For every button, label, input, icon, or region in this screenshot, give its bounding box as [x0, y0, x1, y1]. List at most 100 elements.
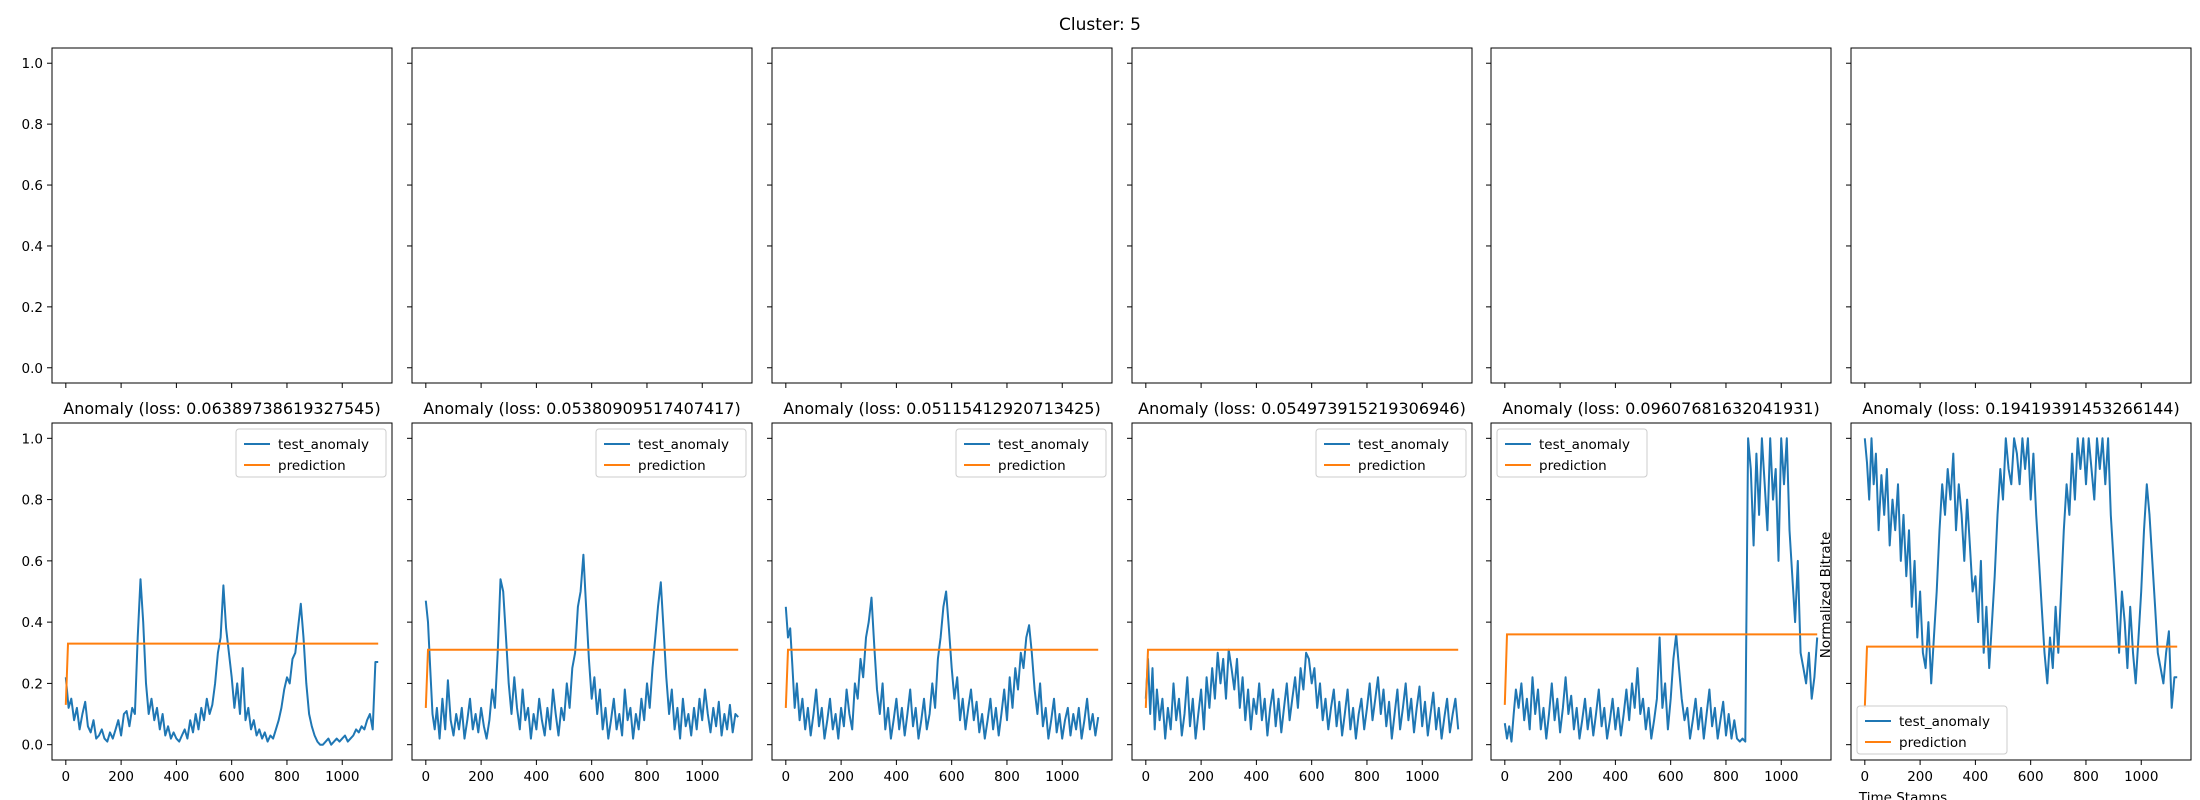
series-line-prediction	[784, 648, 1099, 708]
series-line-prediction	[1863, 645, 2178, 708]
legend-label: test_anomaly	[998, 437, 1089, 453]
series-line-test-anomaly	[1144, 648, 1460, 740]
x-tick-label: 200	[1188, 769, 1214, 785]
legend: test_anomaly prediction	[595, 428, 747, 478]
axes-frame	[771, 47, 1113, 384]
legend-label: test_anomaly	[638, 437, 729, 453]
panel-title: Anomaly (loss: 0.19419391453266144)	[1862, 399, 2179, 418]
series-line-test-anomaly	[1863, 437, 2178, 709]
x-tick-label: 1000	[325, 769, 359, 785]
axes-frame	[1850, 47, 2192, 384]
panel-title: Anomaly (loss: 0.05115412920713425)	[783, 399, 1100, 418]
x-tick-label: 1000	[685, 769, 719, 785]
legend-box	[1856, 705, 2008, 755]
anomaly-panel-6: Anomaly (loss: 0.19419391453266144) 0 200 4…	[1846, 399, 2192, 785]
legend: test_anomaly prediction	[1856, 705, 2008, 755]
y-tick-label: 0.8	[22, 117, 43, 133]
axes-frame	[1131, 422, 1473, 761]
anomaly-panel-2: Anomaly (loss: 0.05380909517407417) 0 200 4…	[407, 399, 753, 785]
x-tick-label: 1000	[1405, 769, 1439, 785]
legend: test_anomaly prediction	[955, 428, 1107, 478]
x-tick-label: 800	[994, 769, 1020, 785]
x-tick-label: 1000	[1764, 769, 1798, 785]
top-panel-2	[407, 47, 753, 388]
legend-label: test_anomaly	[278, 437, 369, 453]
y-tick-label: 0.0	[22, 738, 43, 754]
x-tick-label: 400	[883, 769, 909, 785]
panel-title: Anomaly (loss: 0.09607681632041931)	[1502, 399, 1819, 418]
legend-box	[595, 428, 747, 478]
series-line-test-anomaly	[424, 553, 739, 740]
y-tick-label: 0.8	[22, 493, 43, 509]
x-tick-label: 0	[1861, 769, 1870, 785]
legend: test_anomaly prediction	[1315, 428, 1467, 478]
y-tick-label: 0.0	[22, 361, 43, 377]
series-line-prediction	[424, 648, 739, 708]
legend-label: prediction	[278, 458, 346, 474]
x-tick-label: 0	[62, 769, 71, 785]
anomaly-panel-3: Anomaly (loss: 0.05115412920713425) 0 200 4…	[767, 399, 1113, 785]
axes-frame	[1850, 422, 2192, 761]
x-tick-label: 200	[108, 769, 134, 785]
series-line-prediction	[1144, 648, 1459, 708]
x-tick-label: 200	[1547, 769, 1573, 785]
x-tick-label: 600	[219, 769, 245, 785]
axes-frame	[1490, 47, 1832, 384]
x-tick-label: 400	[1962, 769, 1988, 785]
y-tick-label: 0.6	[22, 554, 43, 570]
top-panel-5	[1486, 47, 1832, 388]
x-tick-label: 1000	[2124, 769, 2158, 785]
legend-box	[1496, 428, 1648, 478]
x-axis-label: Time Stamps	[1858, 790, 1947, 800]
y-tick-label: 0.2	[22, 676, 43, 692]
series-line-test-anomaly	[784, 590, 1100, 740]
legend-label: prediction	[998, 458, 1066, 474]
series-line-prediction	[64, 642, 379, 705]
anomaly-panel-1: Anomaly (loss: 0.06389738619327545) 0.0 0.…	[22, 399, 393, 785]
top-panel-4	[1127, 47, 1473, 388]
x-tick-label: 600	[1658, 769, 1684, 785]
panel-title: Anomaly (loss: 0.054973915219306946)	[1138, 399, 1466, 418]
panel-title: Anomaly (loss: 0.05380909517407417)	[423, 399, 740, 418]
x-tick-label: 600	[2018, 769, 2044, 785]
y-tick-label: 1.0	[22, 431, 43, 447]
y-tick-label: 1.0	[22, 56, 43, 72]
series-line-prediction	[1503, 633, 1818, 705]
legend-label: prediction	[1899, 735, 1967, 751]
x-tick-label: 400	[1602, 769, 1628, 785]
x-tick-label: 800	[1354, 769, 1380, 785]
x-tick-label: 200	[468, 769, 494, 785]
x-tick-label: 400	[1243, 769, 1269, 785]
legend: test_anomaly prediction	[1496, 428, 1648, 478]
x-tick-label: 800	[1713, 769, 1739, 785]
legend-label: test_anomaly	[1539, 437, 1630, 453]
x-tick-label: 600	[939, 769, 965, 785]
axes-frame	[411, 47, 753, 384]
y-tick-label: 0.4	[22, 615, 43, 631]
y-tick-label: 0.6	[22, 178, 43, 194]
x-tick-label: 200	[828, 769, 854, 785]
axes-frame	[771, 422, 1113, 761]
anomaly-panel-4: Anomaly (loss: 0.054973915219306946) 0 200…	[1127, 399, 1473, 785]
y-axis-label: Normalized Bitrate	[1818, 532, 1834, 659]
x-tick-label: 600	[1299, 769, 1325, 785]
legend-label: prediction	[638, 458, 706, 474]
top-panel-1: 0.0 0.2 0.4 0.6 0.8 1.0	[22, 47, 393, 388]
axes-frame	[1490, 422, 1832, 761]
x-tick-label: 0	[782, 769, 791, 785]
axes-frame	[1131, 47, 1473, 384]
series-line-test-anomaly	[64, 578, 379, 746]
x-tick-label: 0	[422, 769, 431, 785]
series-line-test-anomaly	[1503, 437, 1819, 743]
axes-frame	[51, 422, 393, 761]
legend: test_anomaly prediction	[235, 428, 387, 478]
x-tick-label: 1000	[1045, 769, 1079, 785]
top-panel-6	[1846, 47, 2192, 388]
anomaly-panel-5: Anomaly (loss: 0.09607681632041931) 0 200 4…	[1486, 399, 1832, 785]
legend-label: test_anomaly	[1899, 714, 1990, 730]
x-tick-label: 0	[1501, 769, 1510, 785]
panel-title: Anomaly (loss: 0.06389738619327545)	[63, 399, 380, 418]
